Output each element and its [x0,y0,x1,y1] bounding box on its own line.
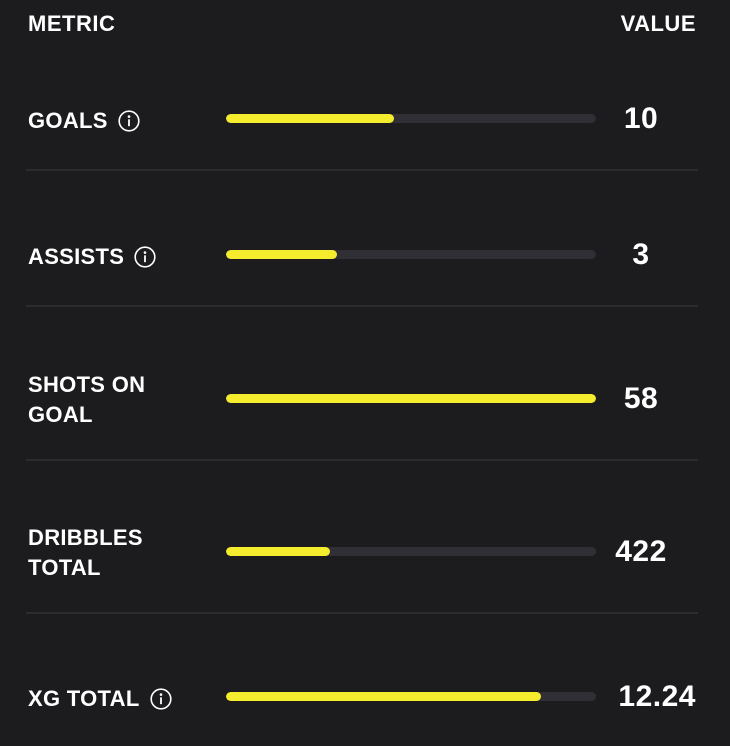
metric-value: 12.24 [618,680,696,713]
metric-label: DRIBBLES TOTAL [28,523,158,583]
info-circle-icon[interactable] [118,110,140,132]
metric-value: 10 [623,102,659,135]
metric-label: GOALS [28,106,208,136]
metric-label: SHOTS ON GOAL [28,370,178,430]
row-divider [26,169,698,171]
metric-value: 58 [623,382,659,415]
table-header: METRIC VALUE [28,10,696,38]
progress-bar-track [226,114,596,123]
info-circle-icon[interactable] [134,246,156,268]
value-column-header: VALUE [620,11,696,36]
metric-label-text: DRIBBLES TOTAL [28,525,143,580]
progress-bar-track [226,394,596,403]
progress-bar-fill [226,547,330,556]
progress-bar-fill [226,692,541,701]
metric-label: ASSISTS [28,242,208,272]
metric-label-text: XG TOTAL [28,686,140,711]
row-divider [26,459,698,461]
info-circle-icon[interactable] [149,688,172,710]
metric-label-text: GOALS [28,108,108,133]
row-divider [26,612,698,614]
metric-value: 422 [615,535,667,568]
row-divider [26,305,698,307]
progress-bar-fill [226,394,596,403]
progress-bar-fill [226,250,337,259]
metric-label-text: ASSISTS [28,244,125,269]
metric-column-header: METRIC [28,11,116,36]
metric-label: XG TOTAL [28,684,208,714]
progress-bar-track [226,547,596,556]
progress-bar-fill [226,114,395,123]
progress-bar-track [226,692,596,701]
metric-label-text: SHOTS ON GOAL [28,372,146,427]
progress-bar-track [226,250,596,259]
metric-value: 3 [632,238,650,271]
